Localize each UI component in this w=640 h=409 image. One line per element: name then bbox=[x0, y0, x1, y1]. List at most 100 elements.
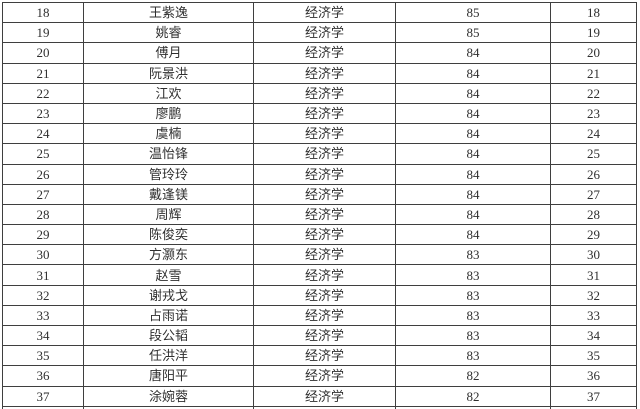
table-row: 19 姚睿 经济学 85 19 bbox=[2, 22, 637, 44]
cell-rank: 35 bbox=[2, 345, 84, 367]
cell-name: 涂婉蓉 bbox=[83, 385, 254, 407]
cell-name: 方灏东 bbox=[83, 244, 254, 266]
cell-name: 廖鹏 bbox=[83, 102, 254, 125]
cell-name: 虞楠 bbox=[83, 123, 254, 145]
cell-name: 唐阳平 bbox=[83, 365, 254, 387]
cell-score: 84 bbox=[395, 163, 551, 185]
cell-rank_repeat: 37 bbox=[550, 385, 637, 407]
cell-major: 经济学 bbox=[253, 62, 396, 84]
cell-rank_repeat: 33 bbox=[550, 304, 637, 327]
cell-rank_repeat: 27 bbox=[550, 183, 637, 205]
cell-rank: 25 bbox=[2, 143, 84, 165]
cell-major: 经济学 bbox=[253, 244, 396, 266]
cell-score: 84 bbox=[395, 42, 551, 64]
table-row: 34 段公韬 经济学 83 34 bbox=[2, 324, 637, 347]
cell-score: 84 bbox=[395, 123, 551, 145]
cell-rank: 33 bbox=[2, 304, 84, 327]
table-row: 29 陈俊奕 经济学 84 29 bbox=[2, 224, 637, 246]
cell-score: 84 bbox=[395, 203, 551, 226]
table-row: 36 唐阳平 经济学 82 36 bbox=[2, 365, 637, 387]
cell-major: 经济学 bbox=[253, 1, 396, 24]
cell-score: 84 bbox=[395, 224, 551, 246]
cell-rank: 34 bbox=[2, 324, 84, 347]
cell-rank_repeat: 23 bbox=[550, 102, 637, 125]
table-row: 23 廖鹏 经济学 84 23 bbox=[2, 102, 637, 125]
cell-rank_repeat: 26 bbox=[550, 163, 637, 185]
cell-name: 段公韬 bbox=[83, 324, 254, 347]
cell-rank_repeat: 30 bbox=[550, 244, 637, 266]
cell-name: 王紫逸 bbox=[83, 1, 254, 24]
cell-major: 经济学 bbox=[253, 163, 396, 185]
cell-rank: 31 bbox=[2, 264, 84, 286]
cell-rank_repeat: 24 bbox=[550, 123, 637, 145]
cell-major: 经济学 bbox=[253, 365, 396, 387]
cell-name: 周辉 bbox=[83, 203, 254, 226]
cell-rank: 37 bbox=[2, 385, 84, 407]
table-row-partial bbox=[2, 405, 637, 409]
cell-major: 经济学 bbox=[253, 345, 396, 367]
cell-name: 姚睿 bbox=[83, 22, 254, 44]
cell-score: 82 bbox=[395, 385, 551, 407]
cell-score: 83 bbox=[395, 244, 551, 266]
cell-name: 任洪洋 bbox=[83, 345, 254, 367]
cell-rank: 27 bbox=[2, 183, 84, 205]
cell-score: 83 bbox=[395, 345, 551, 367]
cell-major: 经济学 bbox=[253, 143, 396, 165]
cell-rank_repeat: 32 bbox=[550, 284, 637, 306]
cell-major: 经济学 bbox=[253, 284, 396, 306]
cell-rank_repeat: 35 bbox=[550, 345, 637, 367]
cell-major: 经济学 bbox=[253, 224, 396, 246]
cell-major: 经济学 bbox=[253, 22, 396, 44]
cell-rank: 18 bbox=[2, 1, 84, 24]
cell-rank: 20 bbox=[2, 42, 84, 64]
cell-major: 经济学 bbox=[253, 304, 396, 327]
cell-score: 84 bbox=[395, 62, 551, 84]
cell-rank_repeat: 22 bbox=[550, 82, 637, 104]
table-row: 20 傅月 经济学 84 20 bbox=[2, 42, 637, 64]
cell-rank: 21 bbox=[2, 62, 84, 84]
cell-score: 84 bbox=[395, 102, 551, 125]
table-row: 30 方灏东 经济学 83 30 bbox=[2, 244, 637, 266]
cell-rank_repeat: 31 bbox=[550, 264, 637, 286]
cell-name: 陈俊奕 bbox=[83, 224, 254, 246]
table-row: 37 涂婉蓉 经济学 82 37 bbox=[2, 385, 637, 407]
table-row: 22 江欢 经济学 84 22 bbox=[2, 82, 637, 104]
cell-major: 经济学 bbox=[253, 264, 396, 286]
table-row: 31 赵雪 经济学 83 31 bbox=[2, 264, 637, 286]
cell-rank_repeat: 20 bbox=[550, 42, 637, 64]
cell-score: 83 bbox=[395, 304, 551, 327]
cell-score: 84 bbox=[395, 143, 551, 165]
cell-rank_repeat: 25 bbox=[550, 143, 637, 165]
cell-rank: 26 bbox=[2, 163, 84, 185]
table-row: 27 戴逢镁 经济学 84 27 bbox=[2, 183, 637, 205]
table-row: 32 谢戎戈 经济学 83 32 bbox=[2, 284, 637, 306]
cell-rank_repeat: 36 bbox=[550, 365, 637, 387]
cell-name: 谢戎戈 bbox=[83, 284, 254, 306]
cell-rank: 23 bbox=[2, 102, 84, 125]
table-row: 26 管玲玲 经济学 84 26 bbox=[2, 163, 637, 185]
cell-score: 85 bbox=[395, 1, 551, 24]
cell-name: 戴逢镁 bbox=[83, 183, 254, 205]
cell-major: 经济学 bbox=[253, 183, 396, 205]
cell-major: 经济学 bbox=[253, 102, 396, 125]
cell-name: 温怡锋 bbox=[83, 143, 254, 165]
cell-score: 84 bbox=[395, 183, 551, 205]
cell-rank: 30 bbox=[2, 244, 84, 266]
cell-rank: 32 bbox=[2, 284, 84, 306]
cell-rank: 29 bbox=[2, 224, 84, 246]
cell-major: 经济学 bbox=[253, 123, 396, 145]
cell-major: 经济学 bbox=[253, 385, 396, 407]
table-row: 21 阮景洪 经济学 84 21 bbox=[2, 62, 637, 84]
cell-major: 经济学 bbox=[253, 82, 396, 104]
cell-score: 85 bbox=[395, 22, 551, 44]
table-row: 28 周辉 经济学 84 28 bbox=[2, 203, 637, 226]
cell-score: 83 bbox=[395, 324, 551, 347]
cell-rank_repeat: 19 bbox=[550, 22, 637, 44]
cell-score: 84 bbox=[395, 82, 551, 104]
cell-rank: 28 bbox=[2, 203, 84, 226]
cell-major: 经济学 bbox=[253, 324, 396, 347]
cell-major: 经济学 bbox=[253, 42, 396, 64]
